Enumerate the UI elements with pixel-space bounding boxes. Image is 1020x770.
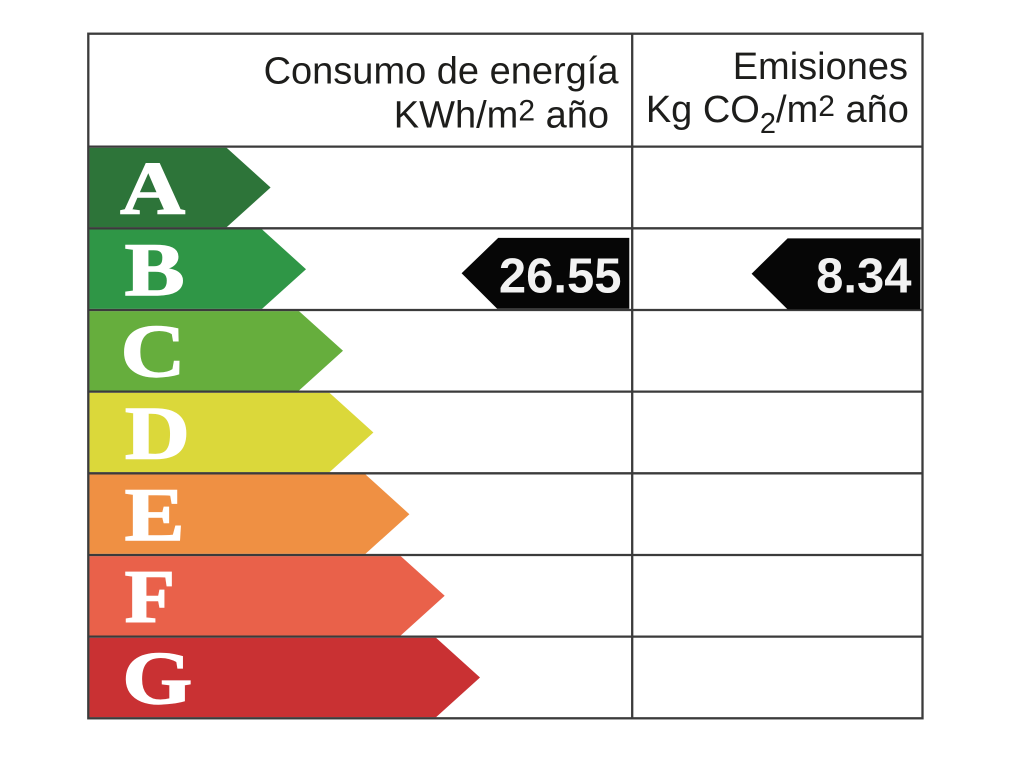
- svg-text:E: E: [125, 473, 185, 556]
- svg-text:C: C: [121, 310, 186, 393]
- svg-text:26.55: 26.55: [499, 250, 622, 304]
- svg-text:KWh/m2 año: KWh/m2 año: [394, 94, 609, 136]
- svg-text:G: G: [122, 636, 192, 719]
- svg-text:Emisiones: Emisiones: [733, 46, 908, 88]
- svg-text:D: D: [125, 391, 190, 474]
- svg-text:8.34: 8.34: [816, 249, 911, 303]
- svg-text:B: B: [125, 228, 185, 311]
- svg-text:A: A: [120, 146, 185, 229]
- svg-text:Consumo de energía: Consumo de energía: [264, 51, 620, 93]
- svg-text:F: F: [125, 556, 175, 639]
